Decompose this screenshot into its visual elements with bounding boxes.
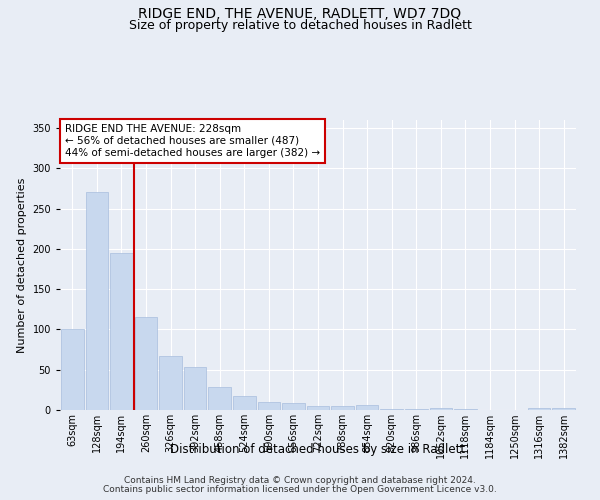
Bar [430, 408, 452, 410]
Bar [208, 388, 231, 410]
Bar [528, 408, 550, 410]
Bar [282, 403, 305, 410]
Bar [307, 406, 329, 410]
Text: Contains public sector information licensed under the Open Government Licence v3: Contains public sector information licen… [103, 485, 497, 494]
Bar [61, 330, 83, 410]
Bar [356, 405, 379, 410]
Text: RIDGE END THE AVENUE: 228sqm
← 56% of detached houses are smaller (487)
44% of s: RIDGE END THE AVENUE: 228sqm ← 56% of de… [65, 124, 320, 158]
Bar [86, 192, 108, 410]
Bar [184, 366, 206, 410]
Text: RIDGE END, THE AVENUE, RADLETT, WD7 7DQ: RIDGE END, THE AVENUE, RADLETT, WD7 7DQ [139, 8, 461, 22]
Bar [553, 408, 575, 410]
Bar [134, 318, 157, 410]
Bar [257, 402, 280, 410]
Bar [405, 409, 428, 410]
Bar [159, 356, 182, 410]
Text: Contains HM Land Registry data © Crown copyright and database right 2024.: Contains HM Land Registry data © Crown c… [124, 476, 476, 485]
Text: Size of property relative to detached houses in Radlett: Size of property relative to detached ho… [128, 19, 472, 32]
Y-axis label: Number of detached properties: Number of detached properties [17, 178, 27, 352]
Bar [454, 409, 477, 410]
Text: Distribution of detached houses by size in Radlett: Distribution of detached houses by size … [170, 442, 466, 456]
Bar [331, 406, 354, 410]
Bar [380, 409, 403, 410]
Bar [233, 396, 256, 410]
Bar [110, 253, 133, 410]
